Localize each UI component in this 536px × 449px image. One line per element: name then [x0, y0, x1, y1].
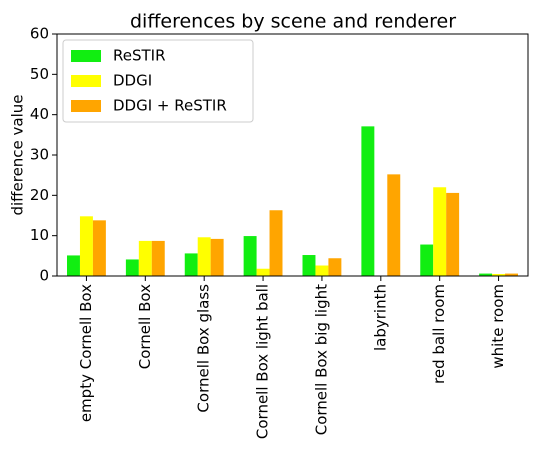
- y-tick-label: 30: [30, 146, 49, 164]
- bar: [269, 210, 283, 276]
- bar: [492, 273, 506, 276]
- x-tick-label: labyrinth: [371, 284, 389, 351]
- bar: [446, 192, 460, 276]
- x-tick-label: Cornell Box light ball: [254, 284, 272, 439]
- bar: [138, 240, 152, 276]
- bar: [210, 238, 224, 276]
- bar: [125, 259, 139, 276]
- bar: [197, 237, 211, 276]
- legend-swatch: [71, 100, 101, 112]
- bar: [302, 255, 316, 276]
- bar: [433, 187, 447, 276]
- bar: [361, 126, 375, 276]
- bar: [328, 258, 342, 276]
- legend-label: DDGI: [113, 72, 152, 90]
- bar: [505, 273, 518, 276]
- bar: [420, 244, 434, 276]
- x-tick-label: red ball room: [430, 284, 448, 384]
- x-tick-label: Cornell Box glass: [195, 284, 213, 413]
- y-tick-label: 20: [30, 186, 49, 204]
- bar: [256, 268, 270, 276]
- legend-box: [62, 39, 254, 123]
- plot-frame: [56, 33, 529, 277]
- legend-swatch: [71, 75, 101, 87]
- bar: [184, 253, 198, 276]
- x-tick-label: white room: [489, 284, 507, 369]
- x-tick-label: Cornell Box: [136, 284, 154, 369]
- bar: [79, 216, 93, 276]
- y-tick-label: 50: [30, 65, 49, 83]
- bar: [479, 273, 493, 276]
- legend-label: ReSTIR: [113, 47, 166, 65]
- x-tick-label: Cornell Box big light: [312, 284, 330, 435]
- x-tick-label: empty Cornell Box: [77, 284, 95, 422]
- y-tick-label: 60: [30, 25, 49, 43]
- bar: [151, 240, 165, 276]
- y-tick-label: 10: [30, 226, 49, 244]
- bar: [387, 174, 401, 276]
- chart-title: differences by scene and renderer: [130, 11, 456, 33]
- y-axis-label: difference value: [9, 94, 27, 215]
- bar: [243, 236, 257, 276]
- y-tick-label: 0: [39, 267, 49, 285]
- bar: [92, 220, 106, 276]
- legend-label: DDGI + ReSTIR: [113, 97, 227, 115]
- y-tick-label: 40: [30, 105, 49, 123]
- bar: [67, 255, 80, 276]
- legend-swatch: [71, 50, 101, 62]
- bar: [315, 265, 329, 276]
